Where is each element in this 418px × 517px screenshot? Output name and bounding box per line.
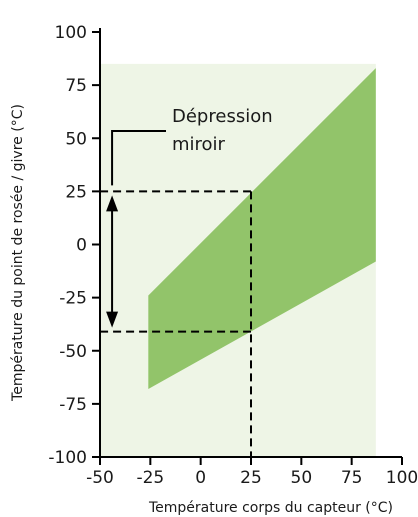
x-tick-label: 0	[195, 468, 206, 488]
y-tick-label: -50	[59, 342, 87, 362]
x-tick-label: 75	[341, 468, 363, 488]
x-ticks: -50 -25 0 25 50 75 100	[86, 457, 418, 488]
x-tick-label: 100	[386, 468, 418, 488]
y-tick-label: 75	[65, 76, 87, 96]
x-tick-label: -50	[86, 468, 114, 488]
x-axis-title: Température corps du capteur (°C)	[148, 500, 393, 516]
depression-arrow-head-down	[106, 311, 119, 328]
y-tick-label: 0	[76, 236, 87, 256]
annotation-line-1: Dépression	[172, 106, 273, 127]
y-ticks: 100 75 50 25 0 -25 -50 -75 -100	[48, 23, 100, 468]
y-axis-title: Température du point de rosée / givre (°…	[10, 104, 26, 402]
dewpoint-band	[148, 68, 376, 389]
y-tick-label: 100	[55, 23, 87, 43]
y-tick-label: -25	[59, 289, 87, 309]
y-tick-label: -75	[59, 395, 87, 415]
y-tick-label: -100	[48, 448, 87, 468]
x-tick-label: -25	[136, 468, 164, 488]
y-tick-label: 50	[65, 129, 87, 149]
annotation-line-2: miroir	[172, 134, 226, 155]
x-tick-label: 50	[291, 468, 313, 488]
y-tick-label: 25	[65, 182, 87, 202]
depression-arrow-head-up	[106, 195, 119, 212]
annotation-leader	[111, 130, 166, 186]
guide-lines	[100, 190, 252, 457]
x-tick-label: 25	[240, 468, 262, 488]
